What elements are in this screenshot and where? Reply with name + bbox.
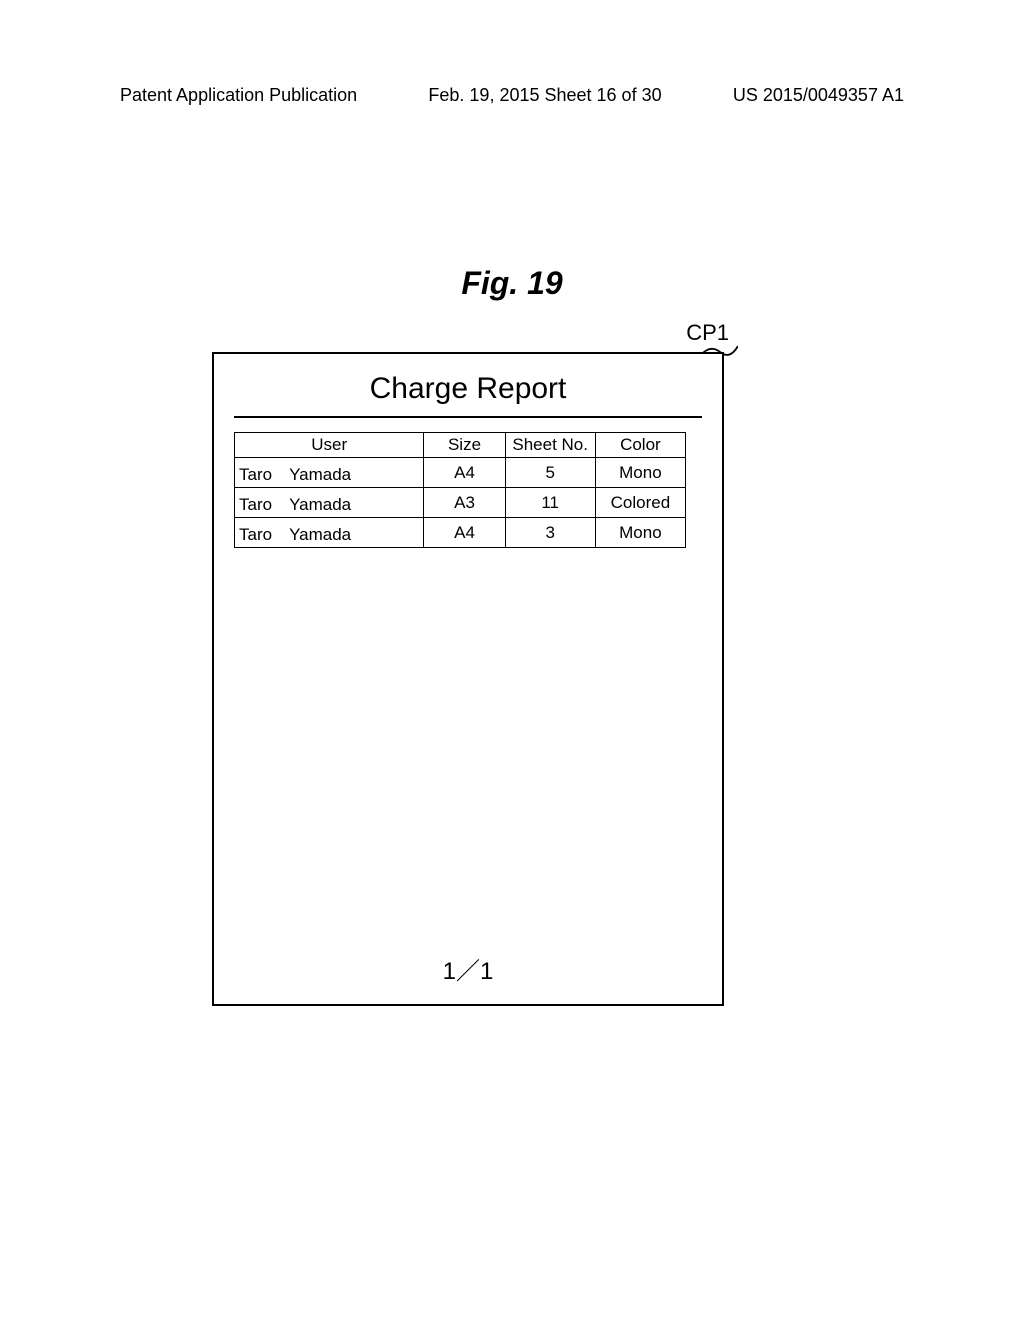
cell-sheet: 5: [505, 458, 595, 488]
col-header-sheet: Sheet No.: [505, 433, 595, 458]
cell-user: Taro Yamada: [235, 488, 424, 518]
col-header-user: User: [235, 433, 424, 458]
table-row: Taro Yamada A4 3 Mono: [235, 518, 686, 548]
cell-color: Mono: [595, 518, 685, 548]
cell-size: A3: [424, 488, 505, 518]
cell-size: A4: [424, 518, 505, 548]
cell-color: Mono: [595, 458, 685, 488]
table-header-row: User Size Sheet No. Color: [235, 433, 686, 458]
header-right: US 2015/0049357 A1: [733, 85, 904, 106]
cell-sheet: 11: [505, 488, 595, 518]
report-page-indicator: 1／1: [214, 951, 722, 986]
charge-report-table: User Size Sheet No. Color Taro Yamada A4…: [234, 432, 686, 548]
title-divider: [234, 416, 702, 418]
table-row: Taro Yamada A4 5 Mono: [235, 458, 686, 488]
cell-sheet: 3: [505, 518, 595, 548]
cell-size: A4: [424, 458, 505, 488]
table-row: Taro Yamada A3 11 Colored: [235, 488, 686, 518]
cell-color: Colored: [595, 488, 685, 518]
report-title: Charge Report: [214, 372, 722, 416]
cell-user: Taro Yamada: [235, 518, 424, 548]
cell-user: Taro Yamada: [235, 458, 424, 488]
col-header-color: Color: [595, 433, 685, 458]
page-header: Patent Application Publication Feb. 19, …: [0, 85, 1024, 106]
col-header-size: Size: [424, 433, 505, 458]
figure-label: Fig. 19: [0, 265, 1024, 302]
charge-report-panel: Charge Report User Size Sheet No. Color …: [212, 352, 724, 1006]
figure-callout-label: CP1: [686, 320, 729, 346]
header-left: Patent Application Publication: [120, 85, 357, 106]
header-center: Feb. 19, 2015 Sheet 16 of 30: [428, 85, 661, 106]
